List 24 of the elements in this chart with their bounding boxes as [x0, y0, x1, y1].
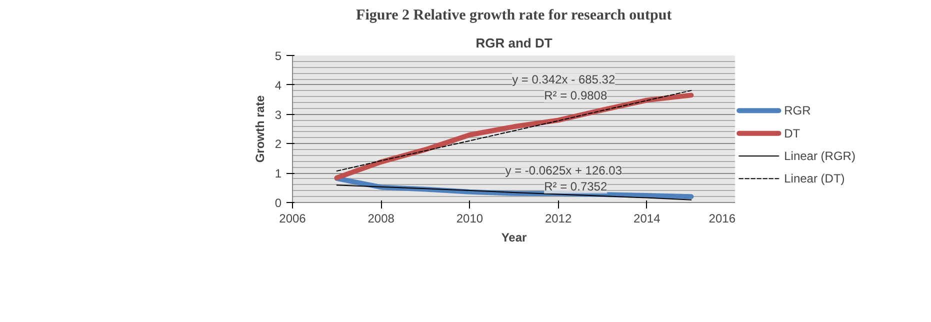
y-tick-label: 5 [274, 49, 282, 63]
x-tick-label: 2016 [708, 212, 736, 226]
annotation: R² = 0.9808 [544, 88, 608, 102]
x-tick-label: 2006 [279, 212, 306, 226]
x-tick-label: 2010 [456, 212, 484, 226]
legend-label: RGR [784, 104, 812, 118]
x-tick-label: 2012 [544, 212, 572, 226]
x-tick-label: 2014 [634, 212, 661, 226]
caption: Figure 2 Relative growth rate for research output [356, 8, 672, 24]
y-tick-label: 4 [274, 78, 282, 92]
annotation: y = -0.0625x + 126.03 [505, 164, 622, 178]
legend-label: Linear (DT) [784, 172, 845, 186]
y-axis-title: Growth rate [252, 95, 267, 163]
annotation: y = 0.342x - 685.32 [512, 72, 616, 86]
chart-title: RGR and DT [476, 36, 552, 50]
x-tick-label: 2008 [368, 212, 395, 226]
annotation: R² = 0.7352 [544, 180, 608, 194]
x-axis-title: Year [501, 230, 528, 244]
y-tick-label: 2 [274, 137, 282, 152]
legend-label: DT [784, 126, 801, 140]
y-tick-label: 0 [274, 196, 282, 210]
y-tick-label: 1 [274, 166, 282, 181]
y-tick-label: 3 [274, 108, 282, 122]
legend-label: Linear (RGR) [784, 148, 856, 163]
